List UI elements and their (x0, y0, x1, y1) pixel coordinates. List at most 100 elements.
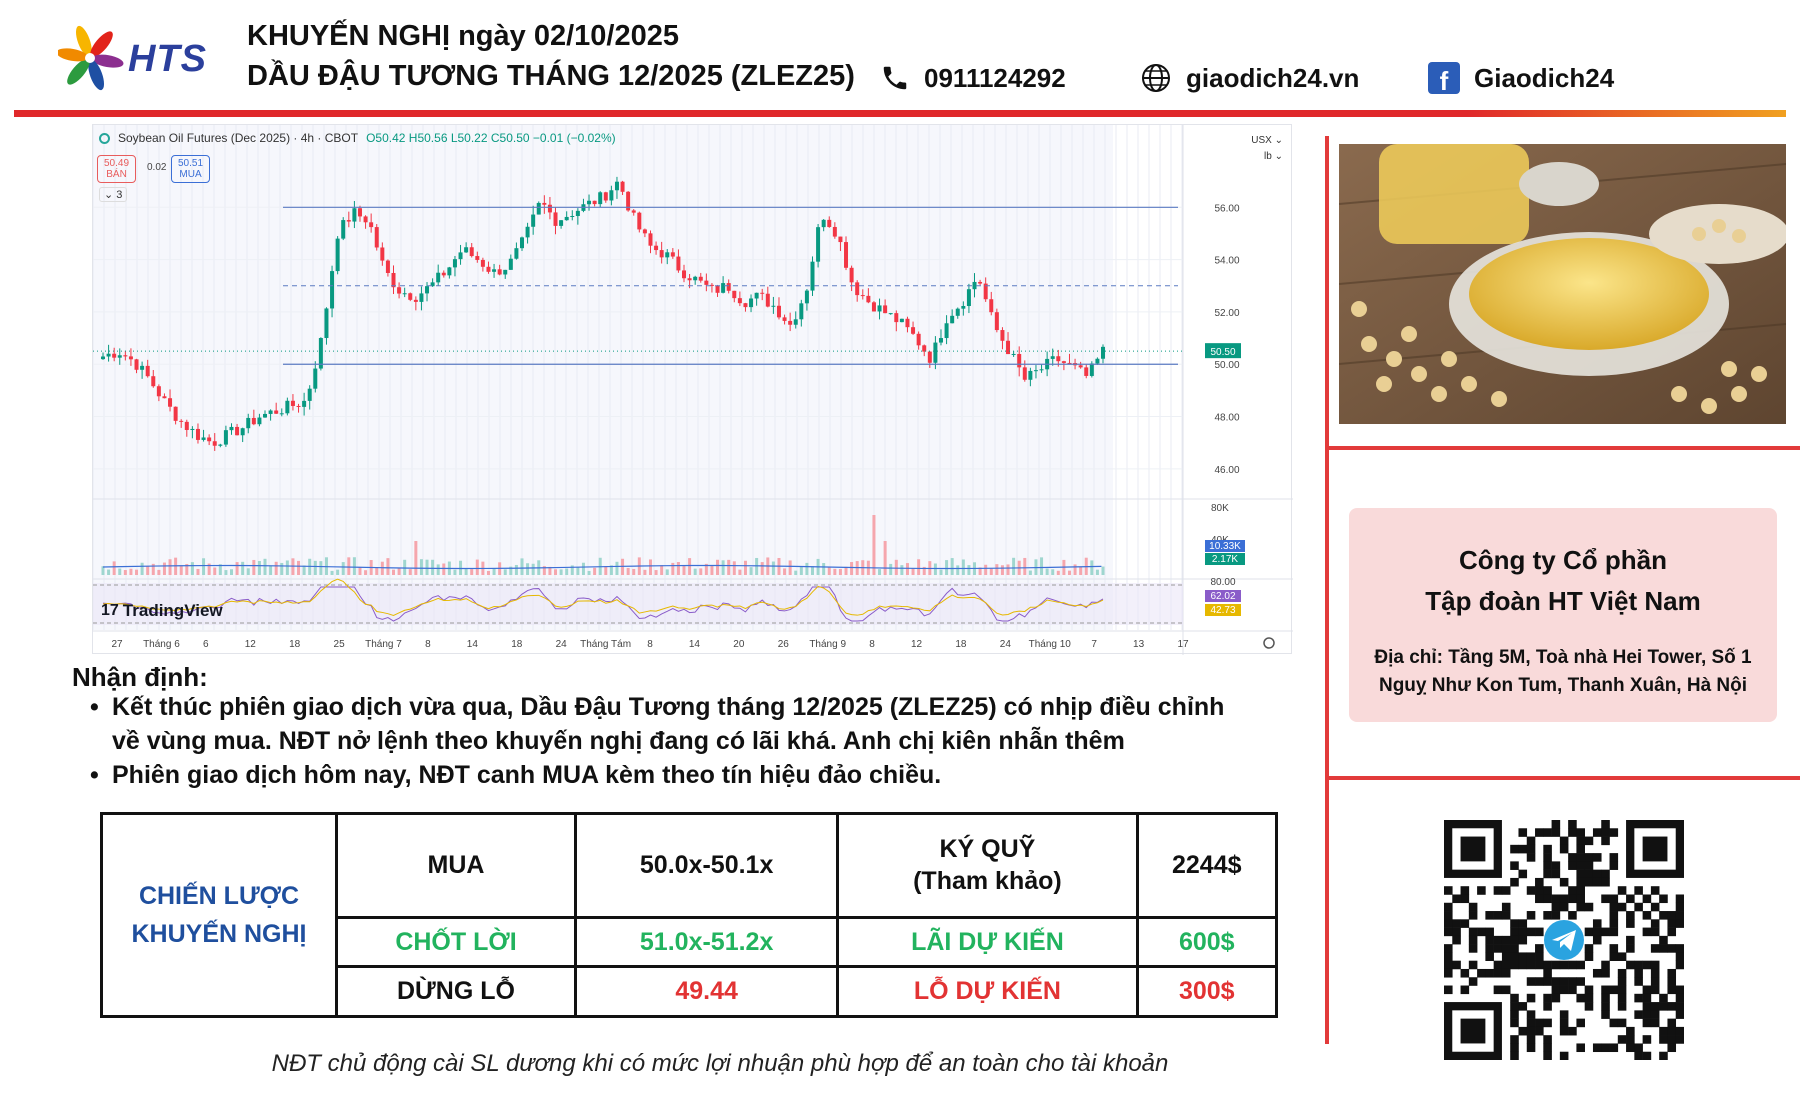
qr-module (1667, 985, 1677, 995)
qr-module (1444, 919, 1453, 928)
analysis-list: Kết thúc phiên giao dịch vừa qua, Dầu Đậ… (90, 690, 1310, 792)
qr-module (1675, 911, 1685, 920)
qr-module (1601, 820, 1610, 829)
volume-bar (257, 561, 261, 575)
volume-bar (347, 557, 351, 575)
volume-bar (889, 563, 893, 575)
candle-body (972, 281, 977, 290)
volume-bar (1073, 564, 1077, 575)
volume-bar (112, 561, 116, 575)
phone-number[interactable]: 0911124292 (924, 62, 1066, 93)
qr-module (1675, 1002, 1685, 1011)
qr-module (1601, 869, 1610, 879)
candle-body (173, 406, 178, 421)
price-chart[interactable]: 56.0054.0052.0050.0048.0046.0050.5080K40… (92, 124, 1293, 655)
unit-selector[interactable]: USX ⌄ lb ⌄ (1251, 135, 1283, 162)
qr-module (1650, 902, 1660, 912)
candle-body (140, 365, 145, 370)
qr-module (1535, 927, 1544, 937)
qr-module (1592, 935, 1602, 945)
volume-bar (453, 569, 457, 575)
candle-body (274, 410, 279, 414)
qr-module (1444, 911, 1453, 920)
candle-body (894, 313, 899, 323)
volume-bar (794, 570, 798, 575)
facebook-contact[interactable]: f Giaodich24 (1428, 58, 1614, 98)
qr-module (1576, 877, 1585, 887)
volume-bar (514, 564, 518, 575)
candle-body (263, 413, 268, 418)
candle-body (391, 272, 396, 288)
qr-module (1584, 927, 1594, 937)
qr-module (1444, 944, 1453, 953)
candle-body (570, 216, 575, 218)
volume-bar (431, 559, 435, 575)
volume-bar (565, 568, 569, 575)
qr-module (1617, 1018, 1627, 1028)
volume-bar (486, 570, 490, 575)
facebook-link[interactable]: Giaodich24 (1474, 62, 1615, 93)
time-tick-label: Tháng 6 (143, 639, 180, 650)
indicator-toggle[interactable]: ⌄ 3 (99, 187, 128, 202)
candle-body (715, 285, 720, 293)
expected-profit-label-cell: LÃI DỰ KIẾN (836, 915, 1139, 969)
time-tick-label: 12 (911, 639, 923, 650)
volume-bar (710, 565, 714, 575)
website-link[interactable]: giaodich24.vn (1186, 62, 1360, 93)
qr-module (1609, 894, 1619, 904)
qr-module (1526, 1018, 1536, 1028)
sell-price-button[interactable]: 50.49 BÁN (97, 155, 137, 183)
qr-module (1543, 960, 1552, 970)
hts-flower-icon (58, 25, 124, 91)
volume-bar (838, 569, 842, 575)
volume-bar (229, 569, 233, 575)
volume-bar (704, 563, 708, 575)
time-tick-label: 14 (689, 639, 701, 650)
website-contact[interactable]: giaodich24.vn (1140, 58, 1359, 98)
qr-module (1559, 977, 1569, 986)
settings-gear-icon[interactable] (1263, 637, 1275, 649)
qr-module (1535, 886, 1544, 895)
volume-bar (833, 568, 837, 575)
qr-module (1559, 836, 1569, 846)
volume-bar (1056, 570, 1060, 575)
candle-body (547, 204, 552, 213)
qr-module (1601, 836, 1610, 846)
telegram-qr-code[interactable] (1444, 820, 1685, 1061)
phone-contact[interactable]: 0911124292 (880, 58, 1066, 98)
volume-bar (1040, 557, 1044, 575)
volume-bar (933, 563, 937, 575)
qr-module (1543, 993, 1552, 1003)
qr-module (1584, 944, 1594, 953)
candle-body (911, 327, 916, 334)
buy-price-button[interactable]: 50.51 MUA (171, 155, 211, 183)
qr-module (1551, 869, 1561, 879)
strategy-label: CHIẾN LƯỢC KHUYẾN NGHỊ (100, 812, 338, 1018)
qr-module (1493, 968, 1503, 978)
qr-module (1543, 968, 1552, 978)
qr-module (1468, 927, 1478, 937)
rsi-value-badge (1205, 604, 1241, 616)
qr-module (1650, 1018, 1660, 1028)
candle-body (408, 293, 413, 300)
volume-bar (872, 515, 876, 575)
qr-module (1559, 960, 1569, 970)
candle-body (296, 405, 301, 407)
volume-bar (419, 559, 423, 575)
price-tick-label: 56.00 (1214, 203, 1239, 214)
qr-module (1601, 985, 1610, 995)
time-tick-label: 18 (955, 639, 967, 650)
qr-module (1601, 927, 1610, 937)
volume-bar (470, 569, 474, 575)
candle-body (380, 247, 385, 261)
footer-note: NĐT chủ động cài SL dương khi có mức lợi… (271, 1050, 1169, 1077)
volume-bar (392, 569, 396, 575)
volume-bar (1006, 564, 1010, 575)
candle-body (492, 269, 497, 272)
qr-module (1543, 1051, 1552, 1061)
candle-body (955, 308, 960, 316)
margin-value-cell: 2244$ (1135, 812, 1279, 919)
volume-bar (364, 570, 368, 575)
qr-module (1543, 828, 1552, 837)
take-profit-label-cell: CHỐT LỜI (335, 915, 577, 969)
